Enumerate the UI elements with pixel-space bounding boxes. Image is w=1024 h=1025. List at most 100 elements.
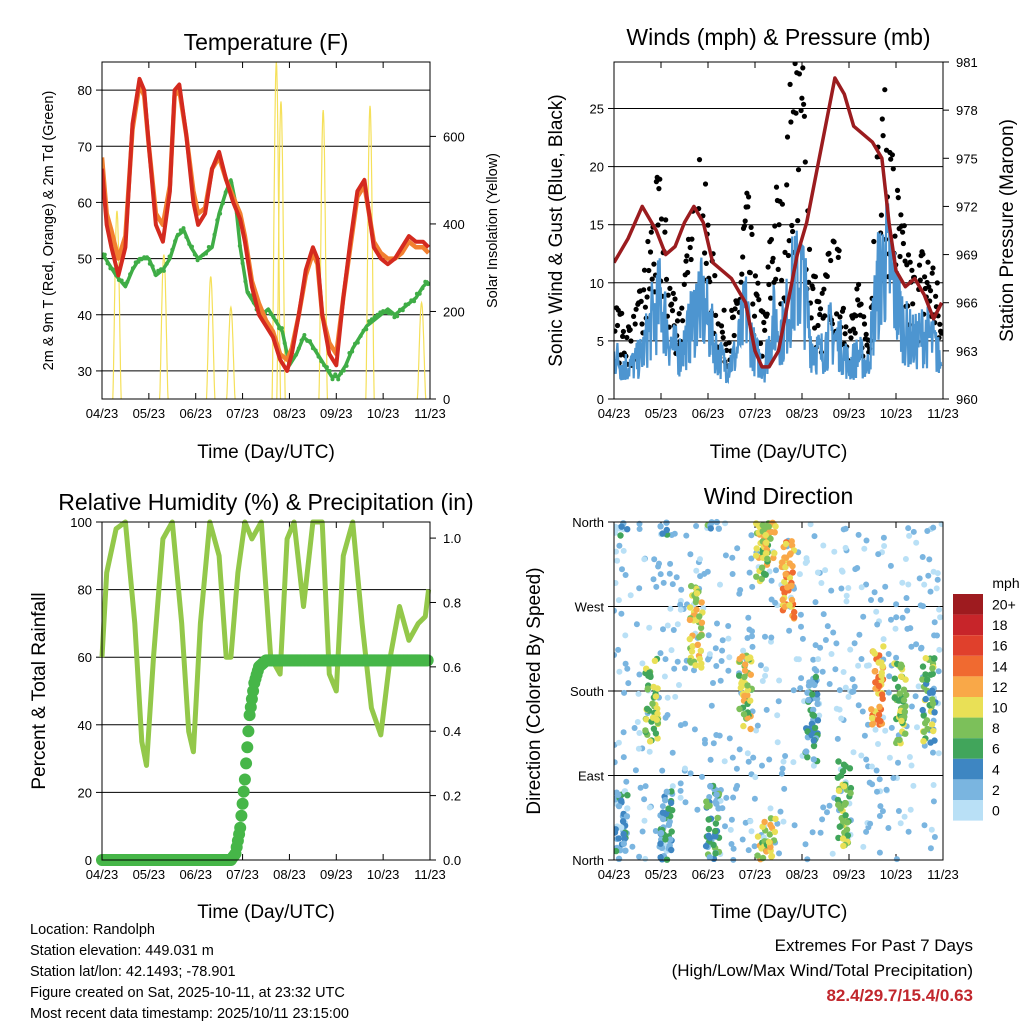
dewpoint-point bbox=[190, 244, 194, 249]
legend-swatch bbox=[953, 655, 983, 677]
wind-dir-point bbox=[623, 813, 631, 820]
wind-dir-point bbox=[705, 825, 713, 833]
dewpoint-point bbox=[417, 291, 422, 296]
x-tick-label: 11/23 bbox=[414, 867, 446, 882]
dewpoint-point bbox=[187, 242, 192, 246]
precipitation-point bbox=[238, 773, 251, 786]
solar-insolation-peak bbox=[365, 105, 375, 399]
wind-dir-point bbox=[786, 602, 793, 609]
gust-point bbox=[732, 306, 738, 312]
dewpoint-point bbox=[344, 363, 349, 368]
gust-point bbox=[702, 181, 709, 187]
wind-dir-point bbox=[913, 641, 920, 648]
gust-point bbox=[798, 10, 803, 15]
gust-point bbox=[639, 321, 645, 327]
wind-dir-point bbox=[757, 662, 764, 669]
gust-point bbox=[779, 277, 785, 283]
gust-point bbox=[633, 306, 639, 312]
wind-dir-point bbox=[748, 828, 755, 835]
chart-2: Winds (mph) & Pressure (mb) Time (Day/UTC… bbox=[546, 10, 1018, 463]
wind-dir-point bbox=[747, 818, 754, 825]
wind-dir-point bbox=[931, 619, 938, 626]
wind-dir-point bbox=[758, 575, 765, 582]
wind-dir-point bbox=[898, 717, 905, 725]
wind-dir-point bbox=[636, 585, 643, 592]
series-line-2m-td bbox=[102, 178, 430, 379]
gust-point bbox=[802, 159, 808, 165]
wind-dir-point bbox=[845, 585, 852, 591]
wind-dir-point bbox=[811, 666, 818, 672]
wind-dir-point bbox=[741, 667, 749, 674]
wind-dir-point bbox=[646, 804, 653, 811]
dewpoint-point bbox=[294, 352, 298, 357]
wind-dir-point bbox=[824, 623, 831, 630]
dewpoint-point bbox=[102, 252, 107, 257]
wind-dir-point bbox=[636, 526, 643, 532]
dewpoint-point bbox=[167, 254, 172, 259]
wind-dir-point bbox=[616, 542, 623, 549]
wind-dir-point bbox=[742, 661, 749, 668]
wind-dir-point bbox=[875, 551, 882, 558]
dewpoint-point bbox=[313, 348, 318, 353]
wind-dir-point bbox=[725, 623, 732, 629]
wind-dir-point bbox=[749, 583, 756, 590]
wind-dir-point bbox=[897, 661, 905, 668]
legend-swatch bbox=[953, 676, 983, 697]
dewpoint-point bbox=[105, 261, 110, 266]
gust-point bbox=[772, 223, 778, 229]
wind-dir-point bbox=[936, 606, 943, 613]
precipitation-point bbox=[237, 785, 250, 798]
wind-dir-point bbox=[847, 789, 854, 797]
dewpoint-point bbox=[212, 232, 217, 237]
wind-dir-point bbox=[920, 712, 927, 719]
y2-tick-label: 960 bbox=[956, 392, 978, 407]
wind-dir-point bbox=[752, 552, 760, 559]
wind-dir-point bbox=[749, 633, 755, 640]
wind-dir-point bbox=[666, 570, 673, 577]
wind-dir-point bbox=[725, 667, 732, 674]
y2-tick-label: 0.4 bbox=[443, 724, 461, 739]
wind-dir-point bbox=[919, 554, 926, 560]
wind-dir-point bbox=[619, 818, 627, 825]
wind-dir-point bbox=[802, 841, 809, 848]
wind-dir-point bbox=[850, 749, 857, 756]
wind-dir-point bbox=[668, 828, 675, 835]
wind-dir-point bbox=[887, 562, 894, 569]
dewpoint-point bbox=[218, 211, 223, 216]
wind-dir-point bbox=[758, 564, 766, 571]
wind-dir-point bbox=[722, 823, 728, 830]
wind-dir-point bbox=[734, 782, 741, 789]
gust-point bbox=[878, 212, 885, 218]
wind-dir-point bbox=[712, 850, 719, 857]
x-tick-label: 09/23 bbox=[320, 867, 353, 882]
wind-dir-point bbox=[614, 557, 621, 564]
wind-dir-point bbox=[706, 802, 713, 809]
wind-dir-point bbox=[727, 826, 734, 833]
wind-dir-point bbox=[847, 646, 854, 653]
wind-dir-point bbox=[875, 711, 883, 719]
wind-dir-point bbox=[820, 542, 827, 549]
wind-dir-point bbox=[919, 663, 927, 670]
wind-dir-point bbox=[661, 673, 668, 680]
gust-point bbox=[801, 101, 807, 107]
dewpoint-point bbox=[324, 365, 329, 370]
chart-title: Relative Humidity (%) & Precipitation (i… bbox=[58, 489, 473, 515]
wind-dir-point bbox=[893, 856, 900, 863]
wind-dir-point bbox=[618, 523, 625, 530]
wind-dir-point bbox=[873, 608, 880, 615]
wind-dir-point bbox=[861, 732, 868, 739]
legend-label: 12 bbox=[992, 679, 1008, 695]
wind-dir-point bbox=[614, 548, 619, 555]
wind-dir-point bbox=[812, 642, 819, 649]
wind-dir-point bbox=[924, 528, 931, 534]
wind-dir-point bbox=[814, 717, 822, 724]
wind-dir-point bbox=[713, 791, 720, 798]
gust-point bbox=[746, 194, 752, 200]
wind-dir-point bbox=[707, 756, 714, 763]
gust-point bbox=[665, 292, 671, 298]
wind-dir-point bbox=[674, 621, 681, 628]
extremes-block: Extremes For Past 7 Days (High/Low/Max W… bbox=[672, 933, 973, 1008]
gust-point bbox=[756, 297, 762, 303]
gust-point bbox=[795, 218, 801, 224]
recent-timestamp: Most recent data timestamp: 2025/10/11 2… bbox=[30, 1006, 349, 1022]
